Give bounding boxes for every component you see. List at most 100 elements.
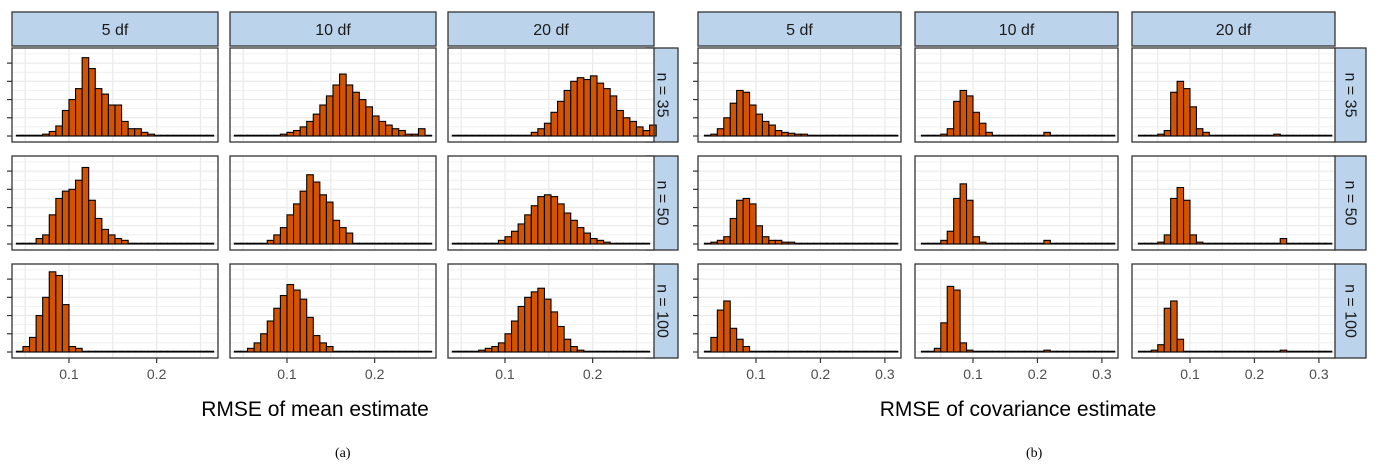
histogram-bar bbox=[622, 350, 631, 353]
facet-label-col: 10 df bbox=[999, 22, 1035, 39]
histogram-bar bbox=[1221, 134, 1230, 137]
histogram-bar bbox=[293, 203, 301, 245]
histogram-bar bbox=[1088, 350, 1096, 353]
histogram-bar bbox=[1163, 307, 1172, 353]
histogram-bar bbox=[319, 342, 327, 353]
histogram-bar bbox=[1036, 242, 1045, 245]
histogram-bar bbox=[180, 242, 188, 245]
histogram-bar bbox=[884, 134, 892, 137]
histogram-bar bbox=[107, 234, 116, 245]
facet-strip-row bbox=[1333, 47, 1367, 143]
histogram-bar bbox=[186, 242, 195, 245]
histogram-bar bbox=[417, 128, 426, 137]
histogram-bar bbox=[1215, 350, 1223, 353]
histogram-bar bbox=[1036, 350, 1045, 353]
histogram-bar bbox=[35, 315, 44, 353]
histogram-bar bbox=[28, 336, 37, 353]
histogram-bar bbox=[1157, 344, 1165, 353]
histogram-bar bbox=[813, 134, 821, 137]
x-tick-label: 0.1 bbox=[1180, 366, 1200, 382]
histogram-bar bbox=[273, 234, 281, 245]
histogram-bar bbox=[411, 350, 420, 353]
histogram-bar bbox=[959, 342, 968, 353]
histogram-bar bbox=[998, 134, 1006, 137]
histogram-bar bbox=[1234, 242, 1243, 245]
histogram-bar bbox=[22, 345, 31, 353]
facet-label-row: n = 50 bbox=[654, 181, 671, 226]
histogram-bar bbox=[807, 134, 815, 137]
panel-border bbox=[1131, 47, 1336, 143]
histogram-bar bbox=[583, 350, 591, 353]
histogram-bar bbox=[1049, 350, 1058, 353]
histogram-bar bbox=[1075, 350, 1084, 353]
histogram-bar bbox=[199, 134, 208, 137]
histogram-bar bbox=[1247, 350, 1255, 353]
histogram-bar bbox=[1011, 350, 1019, 353]
histogram-bar bbox=[391, 350, 400, 353]
histogram-bar bbox=[537, 287, 545, 353]
histogram-bar bbox=[858, 134, 867, 137]
facet-strip-col bbox=[229, 11, 437, 47]
histogram-bar bbox=[497, 342, 506, 353]
histogram-bar bbox=[557, 100, 565, 137]
histogram-bar bbox=[371, 242, 380, 245]
histogram-bar bbox=[635, 126, 644, 137]
histogram-bar bbox=[140, 242, 149, 245]
panel-border bbox=[697, 47, 902, 143]
histogram-bar bbox=[723, 236, 731, 245]
histogram-bar bbox=[1299, 350, 1307, 353]
facet-label-col: 5 df bbox=[102, 22, 129, 39]
histogram-bar bbox=[1247, 134, 1255, 137]
histogram-bar bbox=[160, 134, 169, 137]
histogram-bar bbox=[642, 350, 651, 353]
histogram-bar bbox=[1311, 242, 1320, 245]
histogram-bar bbox=[1004, 242, 1013, 245]
panel-border bbox=[447, 155, 655, 251]
histogram-bar bbox=[1017, 242, 1026, 245]
histogram-bar bbox=[787, 132, 796, 137]
panel-background bbox=[1132, 156, 1335, 250]
histogram-bar bbox=[193, 242, 202, 245]
histogram-bar bbox=[781, 350, 789, 353]
histogram-bar bbox=[35, 237, 44, 245]
histogram-bar bbox=[583, 232, 591, 245]
histogram-bar bbox=[940, 133, 948, 137]
histogram-bar bbox=[260, 333, 268, 353]
histogram-bar bbox=[484, 134, 493, 137]
histogram-bar bbox=[101, 350, 109, 353]
panel bbox=[914, 263, 1119, 359]
histogram-bar bbox=[1241, 350, 1249, 353]
histogram-bar bbox=[781, 241, 789, 245]
histogram-bar bbox=[959, 183, 968, 245]
histogram-bar bbox=[28, 134, 37, 137]
facet-label-col: 20 df bbox=[533, 22, 569, 39]
histogram-bar bbox=[755, 350, 763, 353]
histogram-bar bbox=[417, 350, 426, 353]
histogram-bar bbox=[1094, 134, 1103, 137]
histogram-bar bbox=[1221, 350, 1230, 353]
histogram-bar bbox=[451, 350, 460, 353]
histogram-bar bbox=[1043, 349, 1051, 353]
panel-border bbox=[229, 155, 437, 251]
histogram-bar bbox=[1004, 350, 1013, 353]
panel bbox=[447, 47, 657, 143]
histogram-bar bbox=[927, 134, 935, 137]
panel bbox=[7, 263, 219, 359]
histogram-bar bbox=[471, 242, 480, 245]
histogram-bar bbox=[761, 236, 770, 245]
facet-label-col: 10 df bbox=[315, 22, 351, 39]
histogram-bar bbox=[378, 120, 387, 137]
histogram-bar bbox=[832, 350, 841, 353]
histogram-bar bbox=[570, 80, 578, 137]
histogram-bar bbox=[755, 225, 763, 245]
histogram-bar bbox=[530, 131, 539, 137]
panel bbox=[693, 263, 902, 359]
histogram-bar bbox=[88, 68, 96, 137]
panel bbox=[914, 155, 1119, 251]
histogram-bar bbox=[865, 242, 873, 245]
histogram-bar bbox=[1170, 197, 1178, 245]
histogram-bar bbox=[186, 350, 195, 353]
histogram-bar bbox=[312, 113, 321, 137]
histogram-bar bbox=[1324, 134, 1333, 137]
histogram-bar bbox=[589, 237, 598, 245]
